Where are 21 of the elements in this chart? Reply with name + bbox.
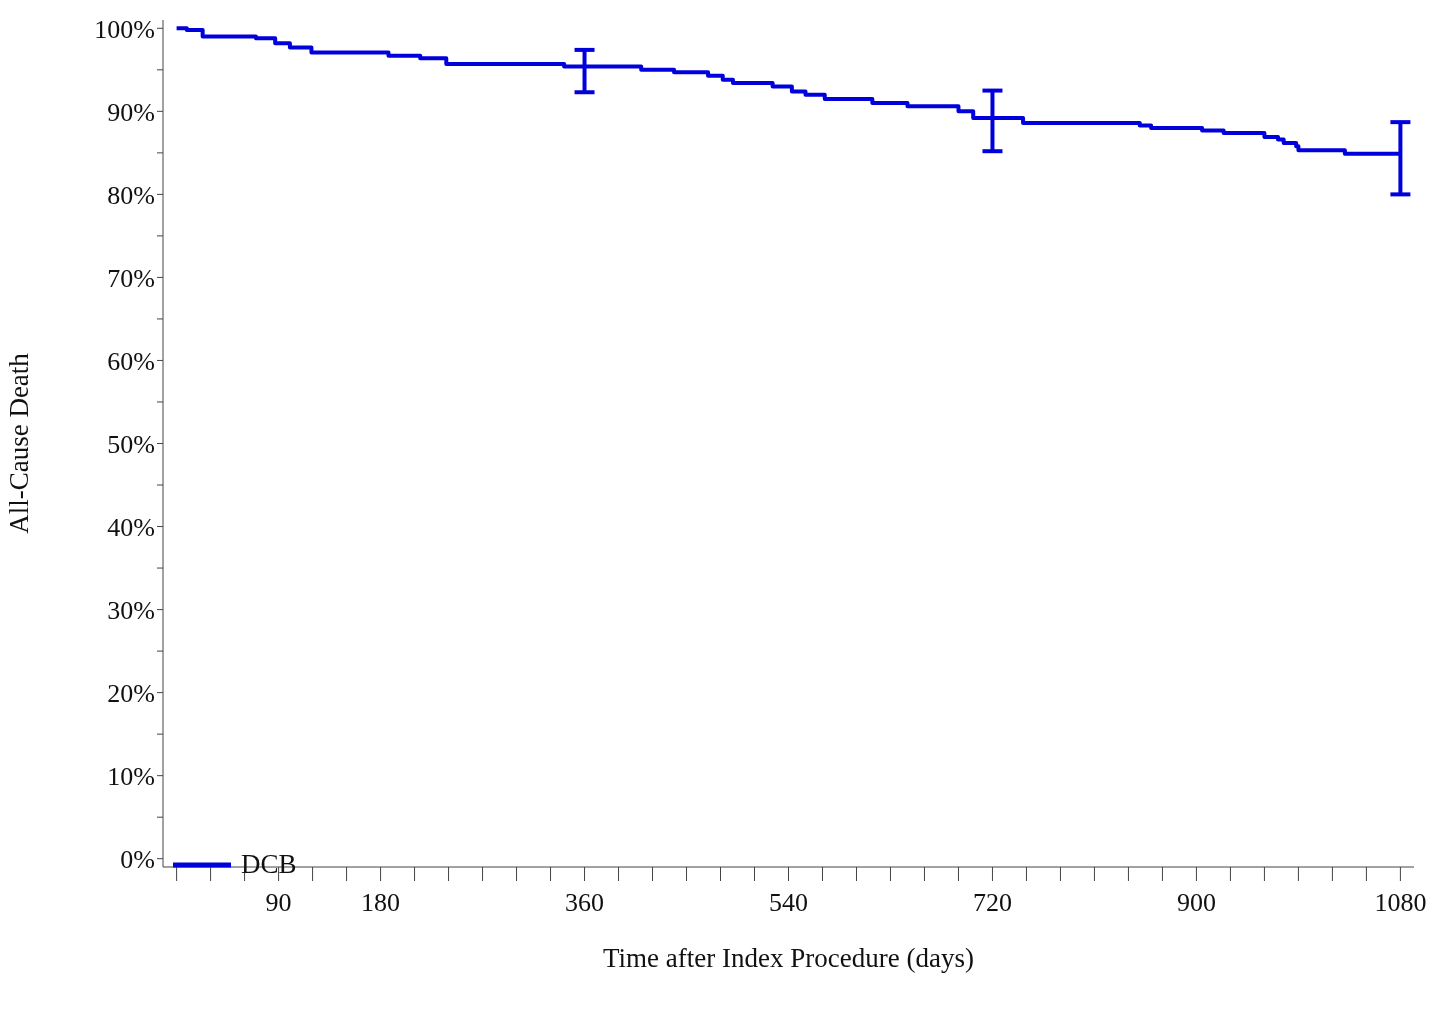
y-tick-label: 10%: [107, 761, 155, 791]
y-tick-label: 30%: [107, 595, 155, 625]
x-tick-label: 360: [565, 888, 605, 918]
y-tick-label: 90%: [107, 97, 155, 127]
x-axis-title: Time after Index Procedure (days): [603, 943, 974, 973]
x-tick-label: 720: [972, 888, 1012, 918]
x-tick-label: 1080: [1374, 888, 1427, 918]
y-tick-label: 60%: [107, 346, 155, 376]
x-tick-label: 900: [1176, 888, 1216, 918]
legend-label: DCB: [241, 849, 297, 880]
y-tick-label: 20%: [107, 678, 155, 708]
y-tick-label: 40%: [107, 512, 155, 542]
y-tick-label: 0%: [120, 844, 155, 874]
y-tick-label: 80%: [107, 180, 155, 210]
y-tick-label: 100%: [94, 14, 155, 44]
y-tick-label: 50%: [107, 429, 155, 459]
x-tick-label: 90: [265, 888, 292, 918]
y-axis-title: All-Cause Death: [3, 352, 34, 534]
x-tick-label: 180: [361, 888, 401, 918]
y-tick-label: 70%: [107, 263, 155, 293]
x-tick-label: 540: [769, 888, 808, 918]
